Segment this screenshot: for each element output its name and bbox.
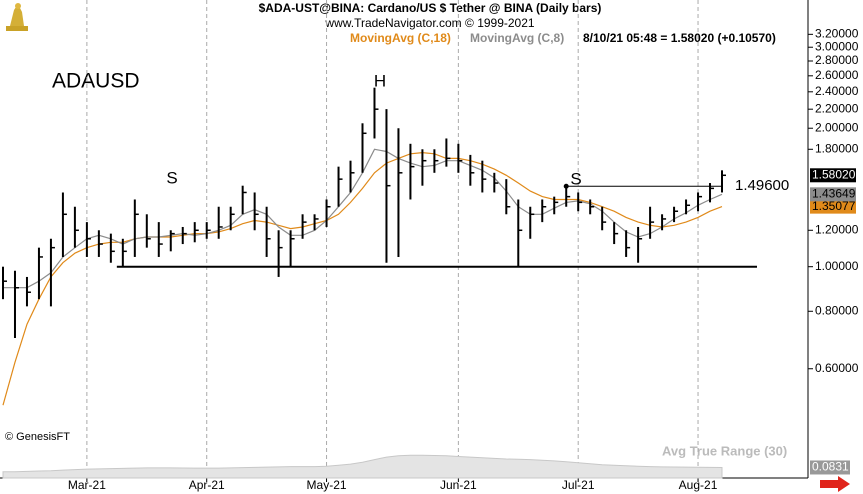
last-close-label-box [810, 168, 856, 183]
footer: © GenesisFT [5, 431, 70, 443]
pattern-annotation: H [374, 71, 386, 90]
legend-entry: MovingAvg (C,18) [350, 31, 451, 45]
y-tick-label: 2.60000 [815, 68, 859, 82]
header-site: www.TradeNavigator.com © 1999-2021 [324, 16, 534, 30]
last-close-label: 1.58020 [812, 167, 856, 181]
y-tick-label: 1.80000 [815, 141, 859, 155]
y-tick-label: 2.40000 [815, 84, 859, 98]
x-tick-label: May-21 [307, 478, 347, 492]
x-tick-label: Mar-21 [68, 478, 106, 492]
neckline-point [563, 183, 569, 189]
atr-label-box [810, 460, 850, 475]
y-tick-label: 2.20000 [815, 101, 859, 115]
last-ma-label-box [810, 187, 856, 202]
y-tick-label: 2.80000 [815, 53, 859, 67]
y-tick-label: 1.20000 [815, 222, 859, 236]
y-tick-label: 0.80000 [815, 303, 859, 317]
y-tick-label: 0.60000 [815, 361, 859, 375]
atr-name: Avg True Range (30) [662, 443, 787, 458]
x-tick-label: Jul-21 [562, 478, 595, 492]
y-tick-label: 2.00000 [815, 120, 859, 134]
atr-area [2, 454, 723, 479]
x-tick-label: Apr-21 [189, 478, 225, 492]
y-tick-label: 3.20000 [815, 27, 859, 41]
scroll-arrow[interactable] [820, 476, 850, 492]
y-tick-label: 1.00000 [815, 259, 859, 273]
y-tick-label: 3.00000 [815, 39, 859, 53]
header-quote: 8/10/21 05:48 = 1.58020 (+0.10570) [583, 31, 776, 45]
x-tick-label: Aug-21 [679, 478, 718, 492]
header-symbol: $ADA-UST@BINA: Cardano/US $ Tether @ BIN… [259, 1, 602, 15]
logo [6, 3, 28, 31]
last-ma-label: 1.43649 [812, 187, 856, 201]
chart-title: ADAUSD [52, 70, 140, 93]
neckline-label: 1.49600 [735, 177, 789, 194]
atr-last-label: 0.0831 [812, 460, 849, 474]
x-tick-label: Jun-21 [440, 478, 477, 492]
last-ma-label: 1.35077 [812, 199, 856, 213]
legend-entry: MovingAvg (C,8) [470, 31, 564, 45]
pattern-annotation: S [166, 168, 177, 187]
pattern-annotation: S [570, 169, 581, 188]
last-ma-label-box [810, 199, 856, 214]
